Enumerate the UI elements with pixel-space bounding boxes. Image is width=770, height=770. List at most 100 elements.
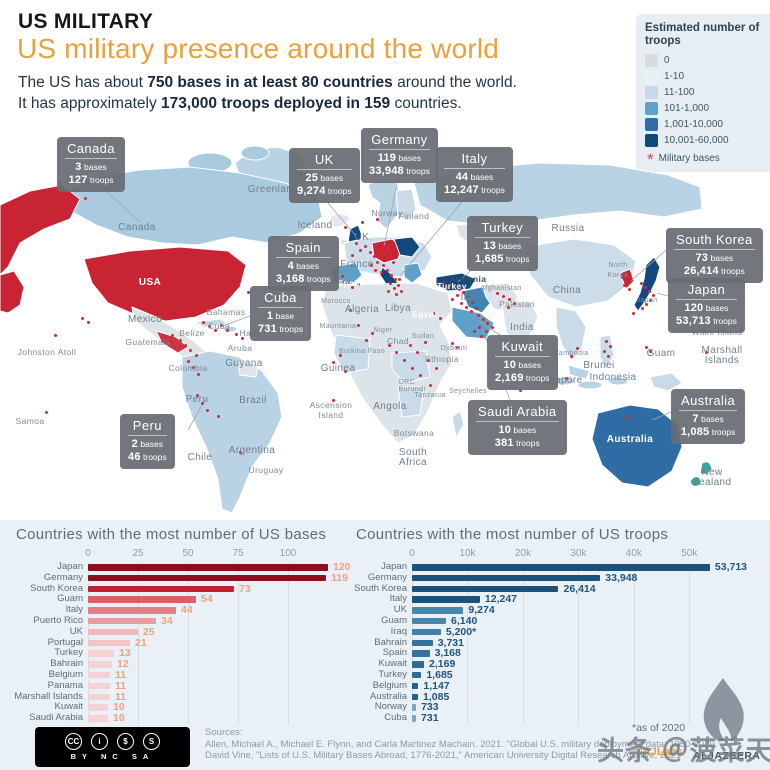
- callout-troops: 381 troops: [494, 437, 540, 450]
- map-label: Cuba: [208, 321, 230, 331]
- military-base-dot: [462, 291, 465, 294]
- map-label: Colombia: [168, 363, 208, 373]
- military-base-dot: [189, 349, 192, 352]
- map-label: North Korea: [607, 262, 629, 279]
- military-base-dot: [380, 271, 383, 274]
- chart-rows: Japan 53,713 Germany 33,948 South Korea 26,41…: [352, 561, 768, 728]
- military-base-dot: [649, 299, 652, 302]
- value-label: 9,274: [468, 604, 495, 617]
- legend-item-label: 10,001-60,000: [664, 135, 729, 146]
- callout-australia: Australia 7 bases 1,085 troops: [671, 389, 746, 445]
- military-base-dot: [470, 310, 473, 313]
- legend-item-label: 11-100: [664, 87, 695, 98]
- callout-country: Spain: [276, 240, 331, 259]
- value-label: 3,731: [437, 636, 464, 649]
- callout-country: Peru: [128, 418, 167, 437]
- military-base-dot: [400, 290, 403, 293]
- military-base-dot: [339, 354, 342, 357]
- legend-item: 10,001-60,000: [645, 134, 770, 147]
- military-base-dot: [357, 283, 360, 286]
- iceland: [329, 213, 351, 228]
- military-base-dot: [485, 330, 488, 333]
- x-tick: 25: [132, 548, 144, 559]
- source-line-1: Allen, Michael A., Michael E. Flynn, and…: [205, 738, 721, 750]
- category-label: Norway: [374, 701, 407, 713]
- military-base-dot: [475, 307, 478, 310]
- bar-kuwait: [412, 661, 425, 668]
- bar-italy: [412, 596, 480, 603]
- military-base-dot: [376, 261, 379, 264]
- military-base-dot: [364, 245, 367, 248]
- military-base-dot: [197, 373, 200, 376]
- legend-swatch: [645, 118, 658, 131]
- military-base-dot: [341, 275, 344, 278]
- military-base-dot: [54, 334, 57, 337]
- map-label: Botswana: [393, 428, 435, 438]
- source-line-2: David Vine, "Lists of U.S. Military Base…: [205, 750, 681, 761]
- category-label: Saudi Arabia: [29, 712, 83, 724]
- military-base-dot: [381, 246, 384, 249]
- category-label: Japan: [381, 561, 407, 572]
- asof-note: *as of 2020: [632, 722, 686, 734]
- map-label: Guyana: [225, 358, 263, 369]
- map-label: Iran: [460, 292, 480, 303]
- military-base-dot: [365, 339, 368, 342]
- category-label: Belgium: [372, 679, 407, 691]
- map-label: Chad: [387, 336, 409, 346]
- military-base-dot: [576, 347, 579, 350]
- value-label: 2,169: [429, 658, 456, 671]
- chart-row: Italy 12,247: [352, 594, 768, 605]
- subtitle-line1: The US has about 750 bases in at least 8…: [18, 74, 517, 91]
- category-label: Spain: [382, 647, 407, 659]
- chart-row: Saudi Arabia 10: [12, 712, 350, 724]
- map-label: South Africa: [398, 447, 428, 468]
- bar-panama: [88, 682, 110, 690]
- bar-south-korea: [88, 585, 234, 593]
- gridline: [188, 562, 189, 724]
- gridline: [633, 562, 635, 724]
- military-base-dot: [346, 281, 349, 284]
- value-label: 3,168: [434, 647, 461, 660]
- military-base-dot: [486, 322, 489, 325]
- bar-japan: [88, 564, 328, 571]
- gridline: [238, 562, 239, 724]
- chart-us-troops: Countries with the most number of US tro…: [352, 526, 768, 728]
- bar-kuwait: [88, 704, 108, 711]
- military-base-dot: [332, 399, 335, 402]
- callout-country: Italy: [444, 151, 505, 170]
- china: [523, 238, 637, 308]
- bar-puerto-rico: [88, 617, 156, 625]
- military-base-dot: [424, 341, 427, 344]
- bar-bahrain: [412, 639, 433, 647]
- military-base-dot: [370, 264, 373, 267]
- callout-troops: 9,274 troops: [297, 185, 352, 198]
- callout-troops: 731 troops: [258, 323, 303, 336]
- map-label: Indonesia: [589, 372, 637, 383]
- madagascar: [451, 410, 465, 439]
- military-base-dot: [171, 334, 174, 337]
- chart-row: Marshall Islands 11: [12, 691, 350, 703]
- military-base-dot: [467, 295, 470, 298]
- category-label: Bahrain: [374, 636, 407, 648]
- map-label: Haiti: [239, 328, 259, 338]
- military-base-dot: [632, 312, 635, 315]
- category-label: Australia: [370, 690, 407, 702]
- bar-spain: [412, 650, 430, 657]
- callout-country: Australia: [679, 393, 738, 412]
- x-tick: 20k: [514, 548, 531, 559]
- military-base-dot: [385, 259, 388, 262]
- x-axis: 0 25 50 75 100: [12, 548, 350, 562]
- legend-item-label: 0: [664, 55, 670, 66]
- value-label: 11: [115, 668, 127, 681]
- military-base-dot: [625, 280, 628, 283]
- military-base-dot: [419, 374, 422, 377]
- value-label: 5,200*: [445, 625, 477, 638]
- category-label: Turkey: [54, 647, 83, 659]
- military-base-dot: [439, 317, 442, 320]
- map-label: Greenland: [247, 184, 299, 195]
- value-label: 733: [421, 701, 439, 714]
- military-base-dot: [239, 451, 242, 454]
- map-label: Iceland: [297, 220, 333, 231]
- military-base-dot: [456, 346, 459, 349]
- legend-bases-row: * Military bases: [645, 151, 770, 168]
